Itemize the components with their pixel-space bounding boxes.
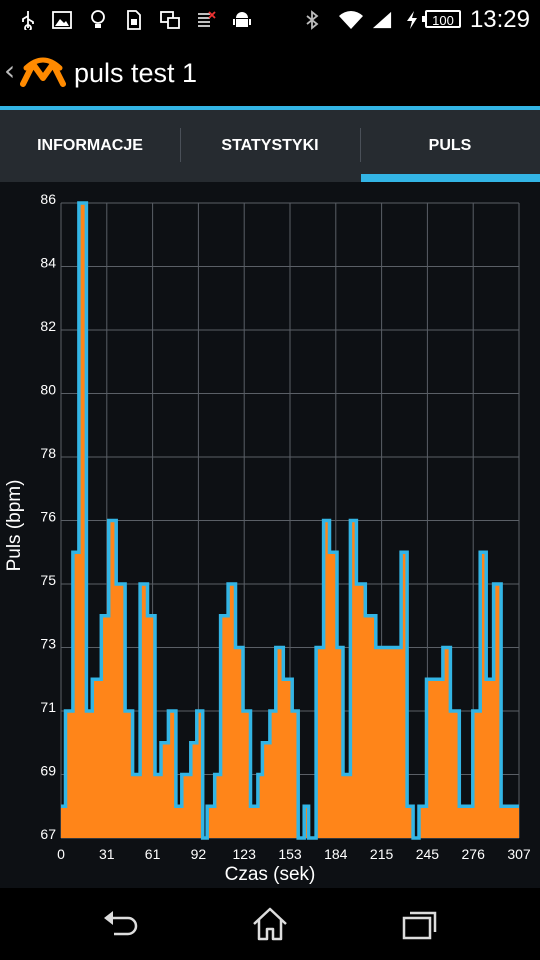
y-tick-label: 73 [40, 636, 56, 652]
tab-informacje[interactable]: INFORMACJE [0, 110, 180, 182]
x-tick-label: 184 [324, 846, 348, 862]
y-tick-label: 71 [40, 699, 56, 715]
devices-icon [160, 10, 180, 30]
y-tick-label: 76 [40, 509, 56, 525]
status-bar: 100 13:29 [0, 0, 540, 40]
y-tick-label: 75 [40, 572, 56, 588]
y-tick-label: 78 [40, 445, 56, 461]
x-tick-label: 123 [233, 846, 257, 862]
android-icon [232, 10, 252, 30]
recent-apps-button[interactable] [400, 906, 440, 942]
y-tick-label: 67 [40, 826, 56, 842]
x-tick-label: 92 [191, 846, 207, 862]
x-tick-label: 245 [416, 846, 440, 862]
pulse-chart-panel: 0 31 61 92 123 153 184 215 245 276 307 67 69 71 73 75 76… [0, 182, 540, 888]
chevron-left-icon: ‹ [4, 54, 16, 87]
x-tick-label: 276 [462, 846, 486, 862]
y-tick-label: 82 [40, 318, 56, 334]
clock: 13:29 [469, 6, 530, 33]
battery-indicator: 100 [422, 10, 461, 28]
x-tick-label: 153 [278, 846, 302, 862]
image-icon [52, 10, 72, 30]
tab-statystyki[interactable]: STATYSTYKI [180, 110, 360, 182]
pulse-area [61, 203, 519, 838]
wifi-icon [338, 10, 364, 30]
sim-icon [124, 10, 144, 30]
page-title: puls test 1 [74, 58, 198, 88]
y-tick-label: 84 [40, 255, 56, 271]
charging-icon [402, 10, 422, 30]
bluetooth-icon [302, 10, 322, 30]
x-tick-label: 31 [99, 846, 115, 862]
home-button[interactable] [250, 906, 290, 942]
x-tick-label: 307 [507, 846, 531, 862]
home-icon [253, 907, 287, 941]
pulse-chart: 0 31 61 92 123 153 184 215 245 276 307 67 69 71 73 75 76… [4, 191, 531, 885]
x-tick-label: 0 [57, 846, 65, 862]
tab-label: PULS [428, 137, 472, 154]
action-bar: ‹ puls test 1 [0, 40, 540, 106]
up-navigation[interactable]: ‹ puls test 1 [0, 40, 200, 106]
action-bar-divider [0, 106, 540, 110]
tab-divider [180, 128, 181, 162]
pulse-line [61, 201, 519, 840]
y-tick-label: 80 [40, 382, 56, 398]
tab-divider [360, 128, 361, 162]
tab-label: STATYSTYKI [221, 137, 319, 154]
selected-tab-indicator [361, 174, 540, 182]
tab-bar: INFORMACJE STATYSTYKI PULS [0, 110, 540, 182]
back-button[interactable] [100, 906, 140, 942]
cell-signal-icon [372, 10, 392, 30]
y-tick-label: 69 [40, 763, 56, 779]
x-tick-label: 215 [370, 846, 394, 862]
tab-puls[interactable]: PULS [360, 110, 540, 182]
recent-apps-icon [402, 911, 437, 940]
app-logo-icon [20, 57, 66, 87]
navigation-bar [0, 888, 540, 960]
bulb-icon [88, 10, 108, 30]
usb-icon [18, 10, 38, 30]
signal-off-icon [196, 10, 216, 30]
tab-label: INFORMACJE [37, 137, 143, 154]
back-icon [104, 911, 138, 936]
x-axis-title: Czas (sek) [225, 864, 316, 885]
y-axis-title: Puls (bpm) [4, 480, 25, 572]
x-tick-label: 61 [145, 846, 161, 862]
y-tick-label: 86 [40, 191, 56, 207]
